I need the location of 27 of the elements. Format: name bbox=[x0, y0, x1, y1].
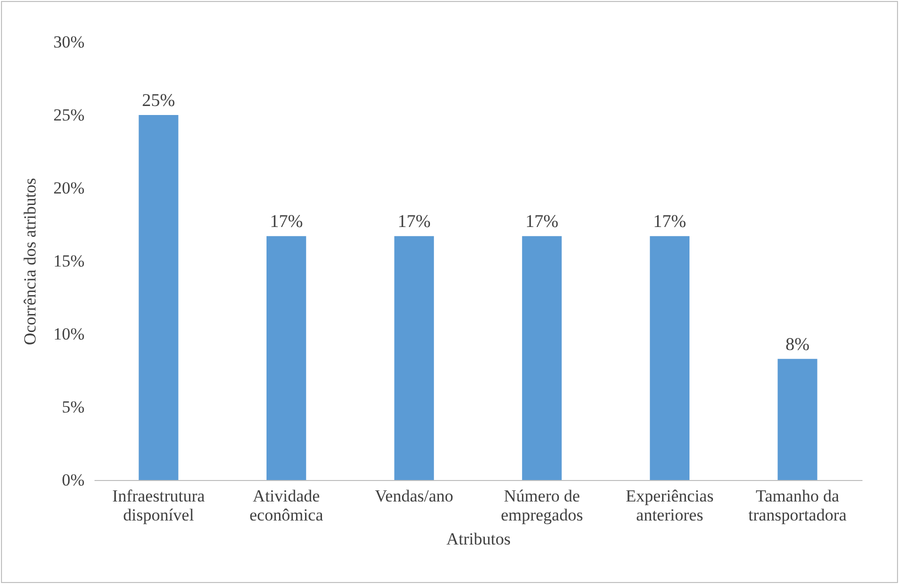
y-tick-label: 5% bbox=[62, 398, 84, 416]
bar bbox=[138, 115, 178, 480]
x-axis-title: Atributos bbox=[446, 530, 511, 548]
x-tick-label: Número de empregados bbox=[500, 486, 583, 524]
bar bbox=[522, 236, 562, 480]
data-label: 17% bbox=[398, 211, 431, 232]
y-tick-label: 10% bbox=[53, 324, 84, 344]
x-tick-label: Atividade econômica bbox=[250, 486, 324, 524]
data-label: 17% bbox=[653, 211, 686, 232]
y-tick-label: 25% bbox=[53, 106, 84, 124]
x-tick-label: Infraestrutura disponível bbox=[112, 486, 206, 524]
y-tick-label: 20% bbox=[53, 178, 84, 198]
x-tick-label: Vendas/ano bbox=[374, 486, 454, 506]
y-axis-title: Ocorrência dos atributos bbox=[20, 178, 40, 346]
data-label: 17% bbox=[270, 211, 303, 232]
y-tick-label: 15% bbox=[53, 252, 84, 270]
bar bbox=[778, 358, 818, 480]
bar bbox=[266, 236, 306, 480]
x-tick-label: Tamanho da transportadora bbox=[748, 486, 848, 524]
data-label: 17% bbox=[525, 211, 558, 232]
x-tick-label: Experiências anteriores bbox=[626, 486, 714, 524]
data-label: 8% bbox=[785, 334, 810, 354]
data-label: 25% bbox=[142, 90, 176, 110]
y-tick-label: 0% bbox=[62, 470, 84, 490]
bar bbox=[394, 236, 434, 480]
y-tick-label: 30% bbox=[53, 32, 84, 52]
bar bbox=[650, 236, 690, 480]
